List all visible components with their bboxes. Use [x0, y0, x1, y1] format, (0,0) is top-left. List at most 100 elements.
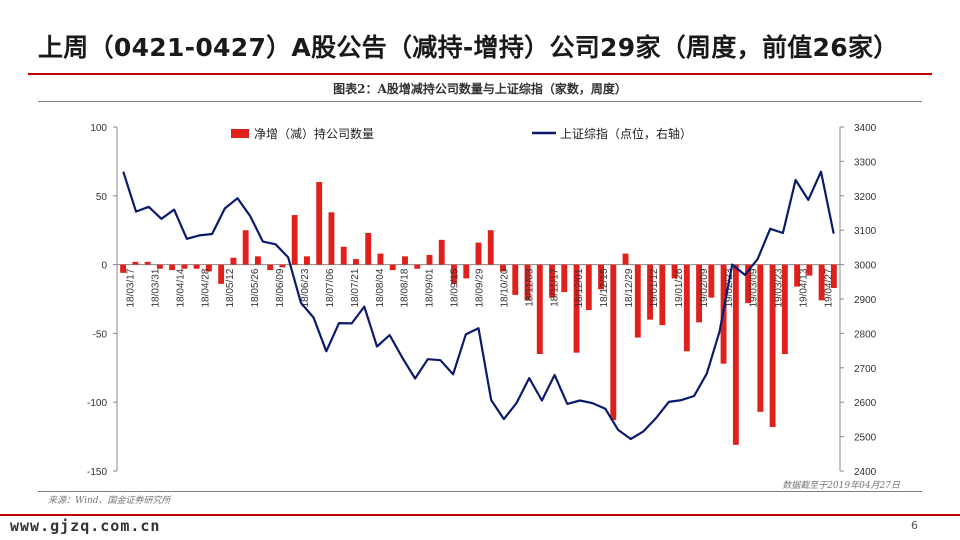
combo-chart: 100 50 0 -50 -100 -150 3400 3300 3200 3100 3000 290…	[87, 123, 877, 478]
slide-title: 上周（0421-0427）A股公告（减持-增持）公司29家（周度，前值26家）	[38, 33, 899, 62]
bar	[156, 264, 163, 269]
page-number: 6	[911, 519, 918, 532]
bar	[818, 264, 825, 301]
right-tick-label: 3100	[854, 226, 877, 237]
x-tick-label: 18/05/26	[250, 268, 261, 307]
left-tick-label: 50	[96, 192, 108, 203]
bar	[708, 264, 715, 298]
x-tick-label: 19/01/26	[674, 268, 685, 307]
bar	[377, 253, 384, 265]
bar	[389, 264, 396, 271]
bar	[414, 264, 421, 269]
bar	[279, 264, 286, 268]
x-tick-label: 19/01/12	[649, 268, 660, 307]
bar	[512, 264, 519, 295]
x-tick-label: 19/03/23	[774, 268, 785, 307]
legend-bar-swatch	[231, 129, 249, 138]
bar	[303, 256, 310, 265]
legend-line-label: 上证综指（点位，右轴）	[560, 126, 692, 141]
bar	[230, 257, 237, 265]
bar	[781, 264, 788, 355]
left-tick-label: 100	[90, 123, 107, 134]
bar	[500, 264, 506, 272]
bar	[610, 264, 617, 421]
left-tick-label: -150	[87, 467, 107, 478]
bar	[696, 264, 703, 323]
x-tick-label: 18/05/12	[225, 268, 236, 307]
bar	[402, 256, 408, 265]
x-tick-label: 19/03/09	[749, 268, 760, 307]
x-tick-label: 18/11/03	[524, 268, 535, 307]
right-tick-label: 2600	[854, 398, 877, 409]
right-tick-label: 3400	[854, 123, 877, 134]
x-tick-label: 18/12/29	[624, 268, 635, 307]
bar	[218, 264, 225, 284]
figure-caption: 图表2：A股增减持公司数量与上证综指（家数，周度）	[333, 82, 627, 96]
title-rule	[28, 73, 932, 75]
x-tick-label: 19/02/09	[699, 268, 710, 307]
bar	[598, 264, 604, 290]
x-tick-label: 19/02/23	[724, 268, 735, 307]
x-tick-label: 18/07/21	[350, 268, 361, 307]
bar	[573, 264, 580, 353]
legend-bar-label: 净增（减）持公司数量	[254, 126, 374, 141]
left-tick-label: -50	[93, 329, 108, 340]
bar	[622, 253, 629, 265]
bar	[451, 264, 457, 284]
x-tick-label: 18/12/15	[599, 268, 610, 307]
bar	[353, 259, 359, 265]
data-cutoff-note: 数据截至于2019年04月27日	[782, 481, 900, 491]
bar	[316, 182, 323, 265]
x-tick-label: 18/04/28	[200, 268, 211, 307]
bar	[132, 261, 139, 265]
x-tick-label: 18/08/18	[400, 268, 411, 307]
bar	[659, 264, 666, 326]
right-tick-label: 3200	[854, 192, 877, 203]
bar	[144, 261, 151, 265]
bar	[806, 264, 813, 276]
bar	[830, 264, 837, 288]
bar	[328, 212, 335, 265]
bar	[585, 264, 592, 311]
bar	[426, 254, 433, 265]
bar	[732, 264, 739, 445]
x-tick-label: 18/09/01	[425, 268, 436, 307]
line-layer	[122, 170, 835, 441]
x-tick-label: 18/09/29	[475, 268, 486, 307]
bar	[438, 239, 445, 265]
ticks-layer: 100 50 0 -50 -100 -150 3400 3300 3200 3100 3000 290…	[87, 123, 877, 478]
bar	[254, 256, 261, 265]
bar	[181, 264, 188, 269]
bar	[549, 264, 555, 298]
x-tick-label: 18/03/17	[125, 268, 136, 307]
right-tick-label: 2500	[854, 433, 877, 444]
x-tick-label: 19/04/27	[824, 268, 835, 307]
right-tick-label: 3300	[854, 157, 877, 168]
x-tick-label: 18/06/09	[275, 268, 286, 307]
right-tick-label: 3000	[854, 261, 877, 272]
bar	[193, 264, 200, 269]
bar	[205, 264, 212, 272]
bar	[120, 264, 127, 273]
bar	[634, 264, 641, 338]
bar	[647, 264, 654, 320]
x-tick-label: 18/12/01	[574, 268, 585, 307]
x-tick-label: 18/06/23	[300, 268, 311, 307]
x-tick-label: 18/10/20	[499, 268, 510, 307]
legend: 净增（减）持公司数量 上证综指（点位，右轴）	[231, 126, 692, 141]
bar	[671, 264, 678, 279]
x-tick-label: 18/07/06	[325, 268, 336, 307]
bar	[340, 246, 347, 265]
source-note: 来源：Wind、国金证券研究所	[48, 496, 171, 506]
bottom-bar	[0, 514, 960, 516]
bar	[169, 264, 176, 271]
x-tick-label: 18/04/14	[175, 268, 186, 307]
footer-rule	[38, 491, 922, 492]
bar	[757, 264, 764, 412]
right-tick-label: 2900	[854, 295, 877, 306]
bar	[794, 264, 801, 287]
right-tick-label: 2400	[854, 467, 877, 478]
bar	[242, 230, 249, 265]
x-tick-label: 18/11/17	[549, 268, 560, 307]
website-link[interactable]: www.gjzq.com.cn	[10, 517, 161, 535]
